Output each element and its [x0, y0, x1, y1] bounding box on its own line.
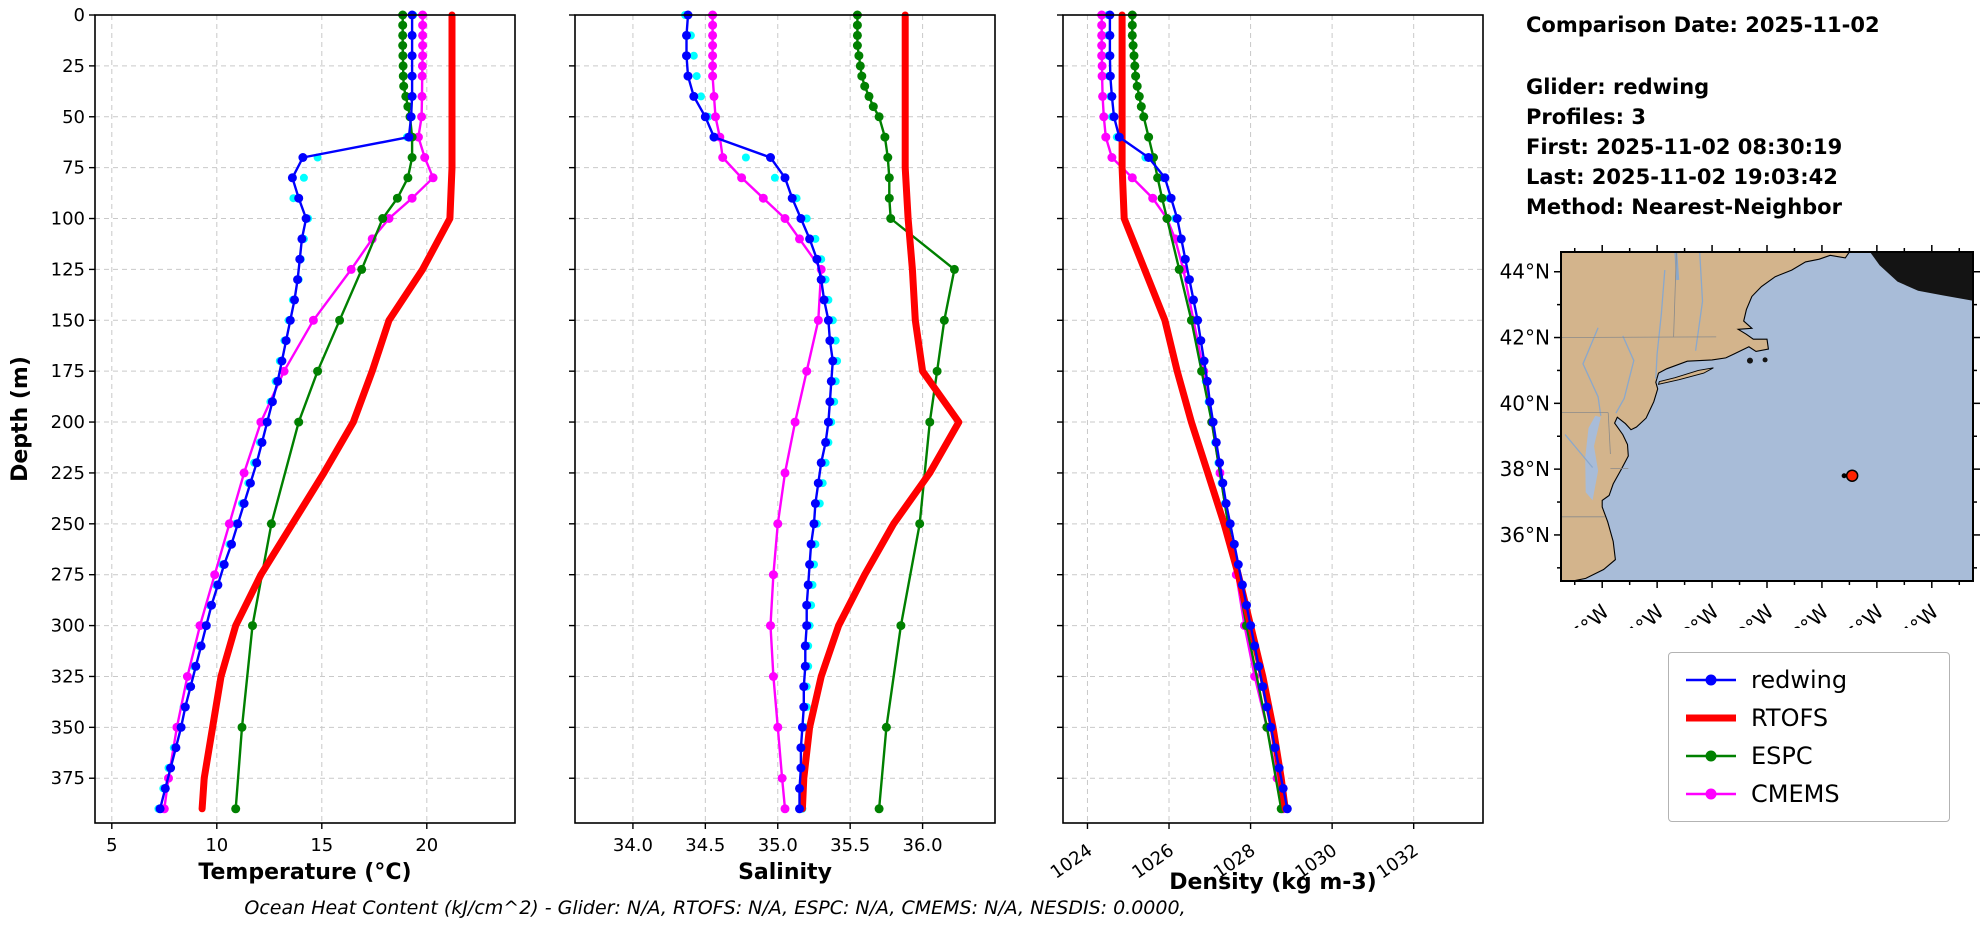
svg-text:0: 0: [74, 5, 85, 26]
lat-label: 38°N: [1500, 457, 1550, 481]
series-redwing: [682, 10, 838, 814]
x-axis-title: Density (kg m-3): [1169, 870, 1377, 895]
series-glider-observations: [1103, 11, 1290, 813]
svg-text:325: 325: [51, 666, 85, 687]
lon-label: 66°W: [1832, 599, 1888, 628]
svg-text:1032: 1032: [1373, 840, 1423, 883]
profile-plots: 5 10 15 20025507510012515017520022525027530…: [8, 5, 1484, 895]
series-glider-observations: [154, 11, 418, 813]
lon-label: 70°W: [1723, 599, 1779, 628]
map-area: [1561, 252, 1973, 581]
chesapeake-bay: [1585, 415, 1601, 501]
svg-text:375: 375: [51, 768, 85, 789]
track-dot: [1841, 473, 1847, 479]
svg-text:36.0: 36.0: [903, 835, 943, 856]
plot-temperature: 5 10 15 20025507510012515017520022525027530…: [8, 5, 516, 885]
svg-text:275: 275: [51, 565, 85, 586]
svg-text:300: 300: [51, 616, 85, 637]
series-redwing: [155, 10, 417, 814]
svg-text:250: 250: [51, 514, 85, 535]
lat-label: 44°N: [1500, 260, 1550, 284]
svg-text:100: 100: [51, 209, 85, 230]
svg-text:34.5: 34.5: [685, 835, 725, 856]
profiles-count-line: Profiles: 3: [1526, 105, 1647, 129]
ocean-heat-content-note: Ocean Heat Content (kJ/cm^2) - Glider: N…: [244, 897, 1186, 919]
legend-item-redwing: redwing: [1683, 661, 1935, 699]
river: [1582, 327, 1602, 416]
comparison-date: Comparison Date: 2025-11-02: [1526, 13, 1880, 37]
x-axis-title: Salinity: [738, 860, 832, 885]
svg-text:35.5: 35.5: [830, 835, 870, 856]
svg-text:350: 350: [51, 717, 85, 738]
grid: [95, 14, 515, 823]
svg-text:35.0: 35.0: [758, 835, 798, 856]
svg-text:50: 50: [62, 107, 85, 128]
svg-text:25: 25: [62, 56, 85, 77]
river: [1694, 252, 1704, 351]
legend-line-marker: [1686, 788, 1736, 800]
nova-scotia: [1870, 252, 1973, 301]
grid: [1063, 14, 1483, 823]
glider-name-line: Glider: redwing: [1526, 75, 1710, 99]
series-CMEMS: [708, 10, 826, 814]
svg-text:150: 150: [51, 310, 85, 331]
long-island: [1657, 367, 1714, 385]
lat-label: 42°N: [1500, 326, 1550, 350]
state-border: [1561, 336, 1717, 338]
legend-label: CMEMS: [1751, 780, 1840, 808]
lon-label: 68°W: [1777, 599, 1833, 628]
lat-label: 40°N: [1500, 391, 1550, 415]
legend-item-rtofs: RTOFS: [1683, 699, 1935, 737]
svg-text:34.0: 34.0: [613, 835, 653, 856]
river: [1655, 270, 1666, 379]
svg-text:200: 200: [51, 412, 85, 433]
series-RTOFS: [198, 11, 456, 813]
svg-text:175: 175: [51, 361, 85, 382]
legend: redwing RTOFS ESPC CMEMS: [1668, 652, 1950, 822]
glider-position-marker: [1845, 469, 1859, 482]
location-map: 44°N 42°N 40°N 38°N 36°N 76°W74°W72°W70°W68°W…: [1500, 245, 1980, 628]
lon-label: 76°W: [1558, 599, 1614, 628]
river: [1564, 434, 1594, 468]
x-axis-title: Temperature (°C): [198, 860, 411, 885]
plot-salinity: 34.0 34.5 35.0 35.5 36.0 Salinity: [569, 10, 996, 885]
svg-text:15: 15: [310, 835, 333, 856]
svg-text:1024: 1024: [1047, 840, 1097, 883]
legend-line-marker: [1686, 674, 1736, 686]
series-ESPC: [1127, 10, 1286, 814]
svg-text:20: 20: [415, 835, 438, 856]
series-ESPC: [231, 10, 417, 814]
svg-text:5: 5: [106, 835, 117, 856]
lon-label: 64°W: [1887, 599, 1943, 628]
legend-label: ESPC: [1751, 742, 1813, 770]
state-border: [1607, 412, 1611, 455]
series-RTOFS: [798, 11, 963, 813]
series-RTOFS: [1118, 11, 1289, 813]
lon-label: 74°W: [1613, 599, 1669, 628]
svg-text:10: 10: [205, 835, 228, 856]
legend-label: RTOFS: [1751, 704, 1829, 732]
legend-item-espc: ESPC: [1683, 737, 1935, 775]
legend-line-marker: [1686, 750, 1736, 762]
legend-item-cmems: CMEMS: [1683, 775, 1935, 813]
svg-text:225: 225: [51, 463, 85, 484]
lat-label: 36°N: [1500, 523, 1550, 547]
series-CMEMS: [159, 10, 438, 814]
last-profile-line: Last: 2025-11-02 19:03:42: [1526, 165, 1838, 189]
info-panel: Comparison Date: 2025-11-02 Glider: redw…: [1526, 10, 1880, 222]
first-profile-line: First: 2025-11-02 08:30:19: [1526, 135, 1843, 159]
state-border: [1673, 252, 1677, 337]
svg-text:75: 75: [62, 158, 85, 179]
series-redwing: [1105, 10, 1292, 814]
method-line: Method: Nearest-Neighbor: [1526, 195, 1842, 219]
lon-label: 72°W: [1668, 599, 1724, 628]
y-axis-title: Depth (m): [8, 356, 33, 482]
river: [1615, 335, 1635, 414]
land: [1561, 252, 1851, 581]
legend-label: redwing: [1751, 666, 1848, 694]
legend-line-marker: [1686, 714, 1736, 722]
svg-text:125: 125: [51, 259, 85, 280]
